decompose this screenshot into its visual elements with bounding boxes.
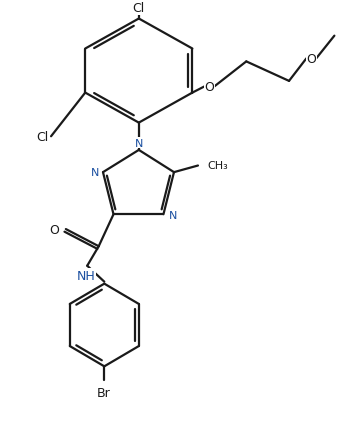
Text: Br: Br: [97, 386, 110, 399]
Text: CH₃: CH₃: [208, 160, 229, 170]
Text: O: O: [204, 81, 215, 94]
Text: Cl: Cl: [36, 131, 48, 143]
Text: N: N: [169, 211, 177, 221]
Text: N: N: [135, 138, 143, 148]
Text: NH: NH: [77, 269, 95, 282]
Text: O: O: [307, 53, 316, 66]
Text: Cl: Cl: [133, 2, 145, 15]
Text: N: N: [91, 168, 99, 178]
Text: O: O: [49, 223, 59, 236]
